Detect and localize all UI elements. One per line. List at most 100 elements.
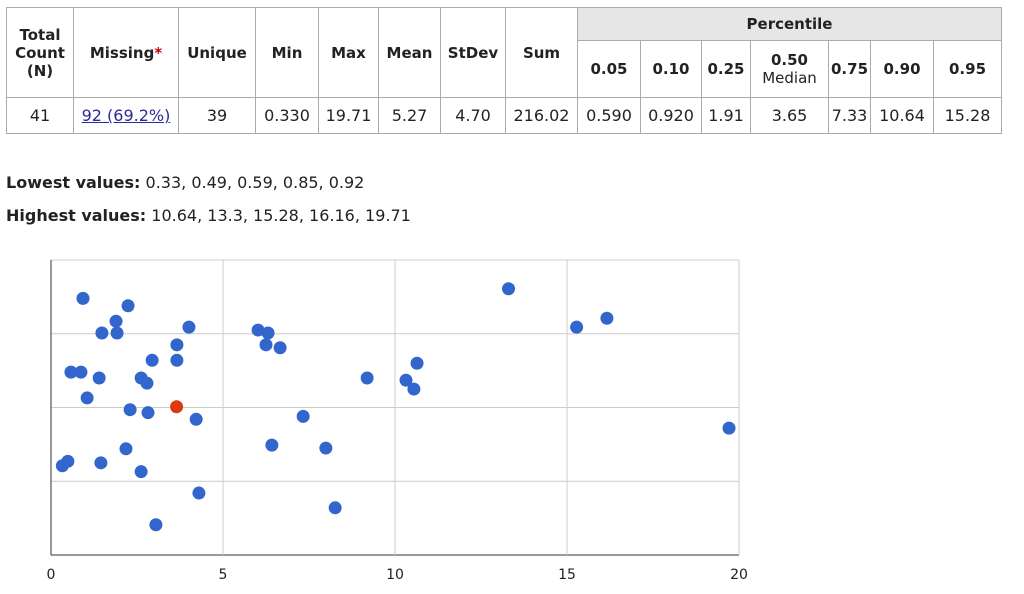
group-header: Percentile [576, 7, 1003, 41]
column-header: Sum [505, 7, 578, 98]
header-text: 0.10 [652, 60, 690, 78]
missing-link[interactable]: 92 (69.2%) [81, 106, 171, 125]
required-mark: * [154, 43, 163, 62]
column-header: Max [318, 7, 379, 98]
point [182, 320, 196, 334]
header-text: Max [331, 43, 366, 62]
cell: 4.70 [440, 97, 506, 134]
point [149, 518, 163, 532]
point [74, 365, 88, 379]
point [273, 341, 287, 355]
cell: 10.64 [870, 97, 935, 134]
point [502, 282, 516, 296]
label: Lowest values: [6, 173, 141, 192]
header-text: 0.75 [831, 60, 869, 78]
cell: 41 [6, 97, 74, 134]
percentile-header: 0.90 [870, 40, 935, 98]
header-text: Mean [386, 43, 433, 62]
column-header: Min [255, 7, 319, 98]
point [94, 456, 108, 470]
point [64, 365, 78, 379]
cell: 0.590 [577, 97, 641, 134]
point [192, 486, 206, 500]
point [189, 412, 203, 426]
cell: 1.91 [701, 97, 751, 134]
percentile-header: 0.05 [577, 40, 641, 98]
point [251, 323, 265, 337]
point [134, 465, 148, 479]
cell: 7.33 [827, 97, 872, 134]
header-text: 0.25 [707, 60, 745, 78]
header-text: Min [271, 43, 303, 62]
column-header: Missing* [73, 7, 179, 98]
x-tick-label: 10 [386, 567, 404, 583]
cell: 92 (69.2%) [73, 97, 179, 134]
cell: 19.71 [318, 97, 379, 134]
column-header: Unique [178, 7, 256, 98]
cell: 39 [178, 97, 256, 134]
point [360, 371, 374, 385]
header-text: Sum [522, 43, 561, 62]
percentile-row: 0.05 0.10 0.25 0.50 Median 0.75 0.90 0.95 [7, 40, 1003, 98]
column-header: StDev [440, 7, 506, 98]
header-text: 0.50 [770, 51, 808, 69]
point [319, 441, 333, 455]
percentile-header: 0.50 Median [750, 40, 829, 98]
point [600, 311, 614, 325]
lowest-values: Lowest values: 0.33, 0.49, 0.59, 0.85, 0… [6, 173, 364, 192]
point [119, 442, 133, 456]
point [170, 353, 184, 367]
point [328, 501, 342, 515]
label: Highest values: [6, 206, 147, 225]
percentile-header: 0.10 [640, 40, 702, 98]
header-text: 0.05 [590, 60, 628, 78]
point [109, 314, 123, 328]
point [722, 421, 736, 435]
cell: 3.65 [750, 97, 829, 134]
cell: 15.28 [933, 97, 1003, 134]
point [140, 376, 154, 390]
cell: 0.330 [255, 97, 319, 134]
percentile-header: 0.75 [827, 40, 872, 98]
point [55, 459, 69, 473]
header-text: Missing [89, 43, 155, 62]
header-row: Total Count (N) Missing* Unique Min Max Mean S… [6, 7, 1003, 98]
point [92, 371, 106, 385]
x-tick-label: 0 [47, 567, 56, 583]
point [141, 406, 155, 420]
scatter-chart: 0 5 10 15 20 [47, 259, 748, 583]
point [296, 409, 310, 423]
highest-values: Highest values: 10.64, 13.3, 15.28, 16.1… [6, 206, 411, 225]
point [261, 326, 275, 340]
point [407, 382, 421, 396]
point [265, 438, 279, 452]
percentile-header: 0.25 [701, 40, 751, 98]
point [76, 291, 90, 305]
values: 10.64, 13.3, 15.28, 16.16, 19.71 [151, 206, 411, 225]
point [170, 400, 184, 414]
point [410, 356, 424, 370]
point [80, 391, 94, 405]
cell: 216.02 [505, 97, 578, 134]
percentile-header: 0.95 [933, 40, 1003, 98]
cell: 0.920 [640, 97, 702, 134]
header-text: Unique [187, 43, 247, 62]
x-tick-label: 15 [558, 567, 576, 583]
point [145, 353, 159, 367]
point [399, 373, 413, 387]
point [95, 326, 109, 340]
column-header: Total Count (N) [6, 7, 74, 98]
point [170, 338, 184, 352]
point [110, 326, 124, 340]
median-label: Median [762, 69, 817, 87]
stats-table: Total Count (N) Missing* Unique Min Max Mean S… [6, 7, 1003, 134]
point [123, 403, 137, 417]
data-row: 41 92 (69.2%) 39 0.330 19.71 5.27 4.70 216.02 0.… [6, 97, 1003, 134]
values: 0.33, 0.49, 0.59, 0.85, 0.92 [145, 173, 365, 192]
cell: 5.27 [378, 97, 441, 134]
header-text: StDev [447, 43, 499, 62]
header-text: Total Count (N) [15, 25, 65, 80]
header-text: 0.95 [949, 60, 987, 78]
point [121, 299, 135, 313]
point [570, 320, 584, 334]
